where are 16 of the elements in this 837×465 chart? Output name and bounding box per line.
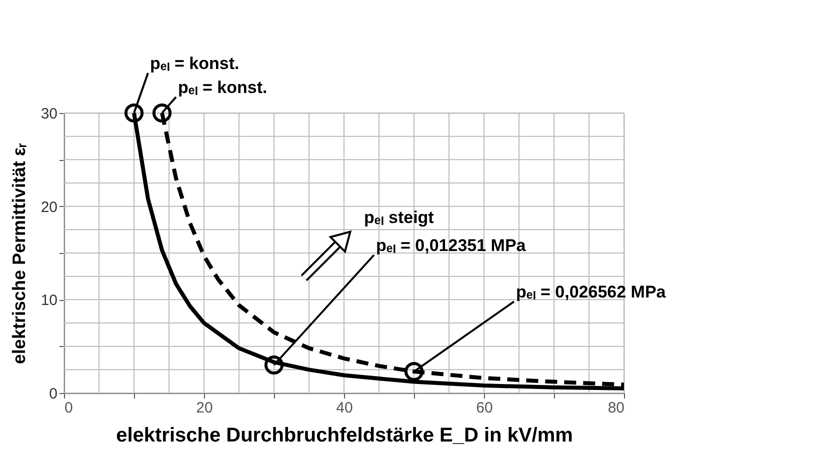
annotation: pₑₗ steigt <box>364 208 434 227</box>
x-tick-label: 0 <box>64 400 73 416</box>
y-tick-label: 10 <box>40 292 58 310</box>
x-tick-label: 40 <box>336 400 353 416</box>
x-tick-label: 60 <box>476 400 493 416</box>
x-axis-title: elektrische Durchbruchfeldstärke E_D in kV/mm <box>116 424 573 446</box>
annotation: pₑₗ = 0,026562 MPa <box>516 282 666 302</box>
annotation: pₑₗ = konst. <box>178 78 268 97</box>
x-tick-label: 20 <box>196 400 213 416</box>
x-tick-label: 80 <box>608 400 624 416</box>
annotation: pₑₗ = konst. <box>150 54 240 73</box>
y-tick-label: 30 <box>40 106 58 122</box>
annotation: pₑₗ = 0,012351 MPa <box>376 236 526 255</box>
y-tick-label: 20 <box>40 198 58 216</box>
y-axis-title: elektrische Permittivität εᵣ <box>8 142 29 364</box>
y-tick-label: 0 <box>49 386 58 402</box>
